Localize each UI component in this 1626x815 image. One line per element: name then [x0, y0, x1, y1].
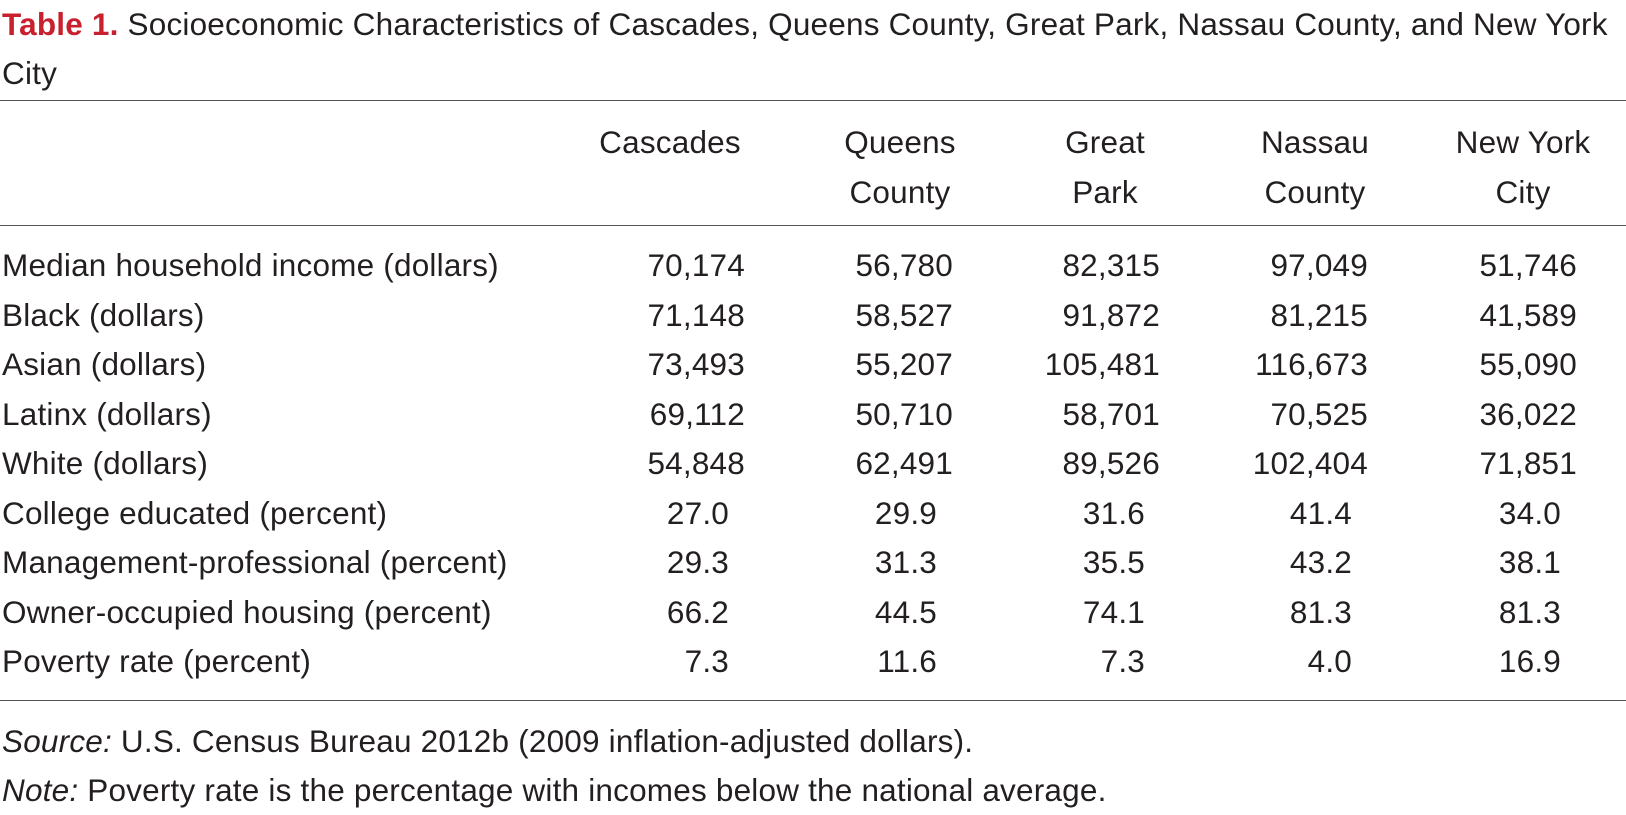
table-cell: 69,112 — [649, 395, 745, 432]
table-cell: 62,491 — [855, 445, 953, 481]
table-cell: 7.3 — [1100, 643, 1145, 679]
table-caption: Table 1. Socioeconomic Characteristics o… — [2, 0, 1622, 98]
column-header-great-park: Great Park — [1030, 117, 1180, 217]
table-cell: 38.1 — [1498, 544, 1561, 580]
table-cell: 11.6 — [877, 643, 937, 679]
table-notes: Source: U.S. Census Bureau 2012b (2009 i… — [2, 717, 1107, 815]
table-row: Asian (dollars) 73,493 55,207 105,481 116,67… — [0, 339, 1626, 389]
table-cell: 31.3 — [874, 544, 937, 580]
row-label: Management-professional (percent) — [2, 544, 508, 580]
table-cell: 71,851 — [1479, 445, 1577, 481]
table-caption-text: Socioeconomic Characteristics of Cascade… — [2, 6, 1608, 91]
note-label: Note: — [2, 772, 79, 808]
column-header-line1: Great — [1065, 124, 1145, 160]
table-cell: 51,746 — [1479, 247, 1577, 283]
bottom-rule — [0, 700, 1626, 701]
column-header-line1: Nassau — [1260, 124, 1369, 160]
table-cell: 16.9 — [1498, 643, 1561, 679]
table-cell: 41,589 — [1479, 296, 1577, 333]
column-header-line1: New York — [1455, 124, 1591, 160]
row-label: Median household income (dollars) — [2, 247, 499, 283]
column-header-line1: Queens — [844, 124, 956, 160]
column-header-line2: Park — [1072, 174, 1138, 210]
table-cell: 55,090 — [1479, 346, 1577, 382]
column-header-queens-county: Queens County — [820, 117, 980, 217]
column-header-line2: County — [849, 174, 951, 210]
source-note: Source: U.S. Census Bureau 2012b (2009 i… — [2, 717, 1107, 766]
table-cell: 70,525 — [1270, 395, 1368, 432]
note-text: Poverty rate is the percentage with inco… — [78, 772, 1107, 808]
table-cell: 71,148 — [647, 296, 745, 333]
table-cell: 105,481 — [1044, 346, 1160, 382]
table-row: College educated (percent) 27.0 29.9 31.6 41… — [0, 488, 1626, 538]
table-cell: 55,207 — [855, 346, 953, 382]
row-label: White (dollars) — [2, 445, 209, 481]
table-cell: 70,174 — [647, 247, 745, 283]
table-cell: 50,710 — [855, 395, 953, 432]
row-label: Asian (dollars) — [2, 346, 207, 382]
table-cell: 31.6 — [1082, 494, 1145, 531]
table-cell: 56,780 — [855, 247, 953, 283]
column-header-line2: City — [1495, 174, 1551, 210]
table-cell: 102,404 — [1252, 445, 1368, 481]
table-caption-label: Table 1. — [2, 6, 119, 42]
general-note: Note: Poverty rate is the percentage wit… — [2, 766, 1107, 815]
table-cell: 29.9 — [874, 494, 937, 531]
column-header-cascades: Cascades — [596, 117, 744, 167]
table-row: Management-professional (percent) 29.3 31.… — [0, 537, 1626, 587]
row-label: College educated (percent) — [2, 494, 388, 531]
table-cell: 81,215 — [1270, 296, 1368, 333]
column-header-line2: County — [1264, 174, 1366, 210]
table-cell: 34.0 — [1498, 494, 1561, 531]
table-cell: 4.0 — [1307, 643, 1352, 679]
table-cell: 27.0 — [666, 494, 729, 531]
table-cell: 58,527 — [855, 296, 953, 333]
column-header-new-york-city: New York City — [1440, 117, 1606, 217]
source-text: U.S. Census Bureau 2012b (2009 inflation… — [111, 723, 974, 759]
table-cell: 58,701 — [1062, 395, 1160, 432]
table-row: Median household income (dollars) 70,174 5… — [0, 240, 1626, 290]
table-cell: 41.4 — [1289, 494, 1352, 531]
table-cell: 7.3 — [684, 643, 729, 679]
table-row: Black (dollars) 71,148 58,527 91,872 81,215 4… — [0, 290, 1626, 340]
table-cell: 36,022 — [1479, 395, 1577, 432]
header-rule — [0, 225, 1626, 226]
row-label: Black (dollars) — [2, 296, 205, 333]
table-row: Latinx (dollars) 69,112 50,710 58,701 70,525… — [0, 389, 1626, 439]
table-cell: 81.3 — [1498, 593, 1561, 630]
table-row: White (dollars) 54,848 62,491 89,526 102,404… — [0, 438, 1626, 488]
table-cell: 97,049 — [1270, 247, 1368, 283]
table-cell: 35.5 — [1082, 544, 1145, 580]
source-label: Source: — [2, 723, 112, 759]
row-label: Poverty rate (percent) — [2, 643, 312, 679]
table-cell: 116,673 — [1255, 346, 1368, 382]
top-rule — [0, 100, 1626, 101]
column-header-nassau-county: Nassau County — [1240, 117, 1390, 217]
row-label: Owner-occupied housing (percent) — [2, 593, 492, 630]
row-label: Latinx (dollars) — [2, 395, 212, 432]
column-header-line2: Cascades — [599, 124, 741, 160]
table-cell: 91,872 — [1062, 296, 1160, 333]
table-cell: 43.2 — [1289, 544, 1352, 580]
table-cell: 81.3 — [1289, 593, 1352, 630]
table-cell: 54,848 — [647, 445, 745, 481]
table-row: Poverty rate (percent) 7.3 11.6 7.3 4.0 16.9 — [0, 636, 1626, 686]
table-cell: 29.3 — [666, 544, 729, 580]
table-cell: 89,526 — [1062, 445, 1160, 481]
table-cell: 82,315 — [1062, 247, 1160, 283]
table-cell: 74.1 — [1082, 593, 1145, 630]
table-cell: 66.2 — [666, 593, 729, 630]
table-cell: 73,493 — [647, 346, 745, 382]
table-cell: 44.5 — [874, 593, 937, 630]
table-row: Owner-occupied housing (percent) 66.2 44.5… — [0, 587, 1626, 637]
